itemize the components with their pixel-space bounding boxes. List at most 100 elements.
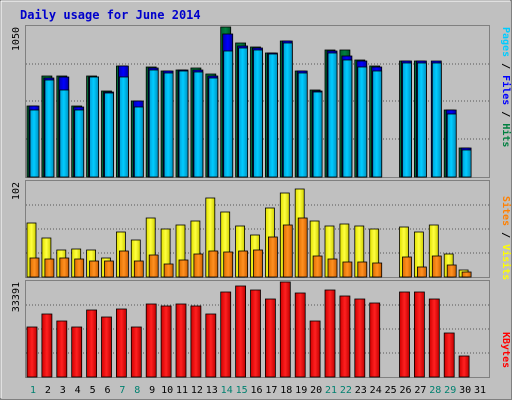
x-tick-label: 5 — [90, 385, 96, 396]
bar-pages-day-2 — [44, 79, 55, 178]
bar-kbytes-day-2 — [41, 313, 53, 378]
bar-sites-day-8 — [133, 260, 144, 278]
bar-pages-day-29 — [446, 113, 457, 178]
x-tick-label: 6 — [104, 385, 110, 396]
bar-kbytes-day-27 — [413, 291, 425, 378]
chart-bars — [26, 26, 472, 378]
bar-pages-day-11 — [178, 70, 189, 178]
bar-kbytes-day-29 — [443, 332, 455, 378]
bar-kbytes-day-14 — [220, 291, 232, 378]
x-tick-label: 29 — [444, 385, 456, 396]
bar-pages-day-23 — [357, 66, 368, 178]
bar-kbytes-day-28 — [428, 298, 440, 378]
bar-kbytes-day-22 — [339, 295, 351, 378]
bar-kbytes-day-21 — [324, 289, 336, 378]
bar-kbytes-day-13 — [205, 313, 217, 378]
bar-kbytes-day-26 — [399, 291, 410, 378]
bar-sites-day-19 — [297, 217, 308, 278]
bar-kbytes-day-18 — [279, 281, 291, 378]
bar-sites-day-15 — [238, 250, 249, 278]
bar-sites-day-23 — [357, 261, 368, 278]
bar-kbytes-day-8 — [130, 326, 142, 378]
bar-kbytes-day-7 — [116, 308, 127, 378]
bar-pages-day-17 — [267, 53, 278, 178]
bar-pages-day-21 — [327, 52, 338, 178]
x-tick-label: 18 — [280, 385, 292, 396]
legend-middle-part: / — [500, 226, 511, 244]
top-max-label: 1050 — [11, 27, 22, 51]
x-tick-label: 13 — [206, 385, 218, 396]
bar-sites-day-26 — [402, 256, 412, 278]
bar-sites-day-9 — [148, 254, 159, 278]
legend-top-part: Pages — [500, 27, 511, 57]
bar-kbytes-day-30 — [458, 355, 470, 378]
x-tick-label: 1 — [30, 385, 36, 396]
x-tick-label: 7 — [119, 385, 125, 396]
bottom-legend: KBytes — [500, 332, 511, 368]
bar-pages-day-9 — [148, 69, 159, 178]
bar-sites-day-21 — [327, 258, 338, 278]
bar-sites-day-16 — [253, 249, 263, 278]
bar-pages-day-8 — [133, 106, 144, 178]
bar-sites-day-14 — [223, 251, 234, 278]
x-tick-label: 27 — [414, 385, 426, 396]
bar-pages-day-7 — [119, 76, 129, 178]
bar-pages-day-12 — [193, 71, 204, 178]
bar-kbytes-day-10 — [160, 305, 172, 378]
bar-sites-day-22 — [342, 261, 353, 278]
bar-pages-day-10 — [163, 72, 174, 178]
bar-kbytes-day-1 — [26, 326, 38, 378]
bar-pages-day-5 — [89, 76, 99, 178]
top-legend: Pages / Files / Hits — [500, 27, 512, 147]
bar-kbytes-day-15 — [235, 285, 247, 378]
bar-sites-day-28 — [431, 255, 442, 278]
x-tick-label: 3 — [60, 385, 66, 396]
bar-kbytes-day-20 — [309, 320, 321, 378]
x-tick-label: 14 — [221, 385, 233, 396]
bar-sites-day-4 — [74, 258, 85, 278]
x-tick-label: 23 — [355, 385, 367, 396]
x-tick-label: 24 — [370, 385, 382, 396]
bar-kbytes-day-9 — [145, 303, 157, 378]
x-tick-label: 4 — [75, 385, 81, 396]
middle-max-label: 102 — [11, 182, 22, 200]
bar-pages-day-24 — [372, 70, 383, 178]
bar-pages-day-18 — [282, 42, 293, 178]
legend-top-part: Hits — [500, 123, 512, 147]
x-tick-label: 12 — [191, 385, 203, 396]
chart-title: Daily usage for June 2014 — [20, 8, 201, 22]
bar-kbytes-day-12 — [190, 305, 202, 378]
bar-sites-day-2 — [44, 258, 55, 278]
legend-middle-part: Sites — [500, 196, 512, 226]
bar-pages-day-26 — [402, 62, 412, 178]
bar-kbytes-day-6 — [101, 316, 112, 378]
x-tick-label: 2 — [45, 385, 51, 396]
bar-sites-day-17 — [267, 236, 278, 278]
x-tick-label: 15 — [236, 385, 248, 396]
bar-kbytes-day-24 — [369, 302, 381, 378]
bar-pages-day-20 — [312, 91, 323, 178]
bar-kbytes-day-23 — [354, 298, 366, 378]
x-tick-label: 25 — [385, 385, 397, 396]
x-tick-label: 30 — [459, 385, 471, 396]
x-tick-label: 21 — [325, 385, 337, 396]
x-axis-labels: 1 2 3 4 5 6 7 8 9 10 11 12 13 14 15 16 17 18 19 20 21 22 23 24 2… — [30, 385, 486, 396]
bar-sites-day-6 — [104, 260, 114, 278]
x-tick-label: 20 — [310, 385, 322, 396]
bar-pages-day-27 — [416, 62, 427, 178]
legend-top-part: / — [500, 105, 511, 123]
bar-kbytes-day-16 — [250, 289, 261, 378]
x-tick-label: 10 — [161, 385, 173, 396]
bar-kbytes-day-5 — [86, 309, 97, 378]
bar-kbytes-day-3 — [56, 320, 68, 378]
legend-top-part: Files — [500, 75, 512, 105]
bar-sites-day-10 — [163, 263, 174, 278]
x-tick-label: 11 — [176, 385, 188, 396]
legend-top-part: / — [500, 57, 511, 75]
bar-kbytes-day-11 — [175, 303, 187, 378]
bar-pages-day-28 — [431, 62, 442, 178]
bar-sites-day-5 — [89, 260, 99, 278]
x-tick-label: 22 — [340, 385, 352, 396]
